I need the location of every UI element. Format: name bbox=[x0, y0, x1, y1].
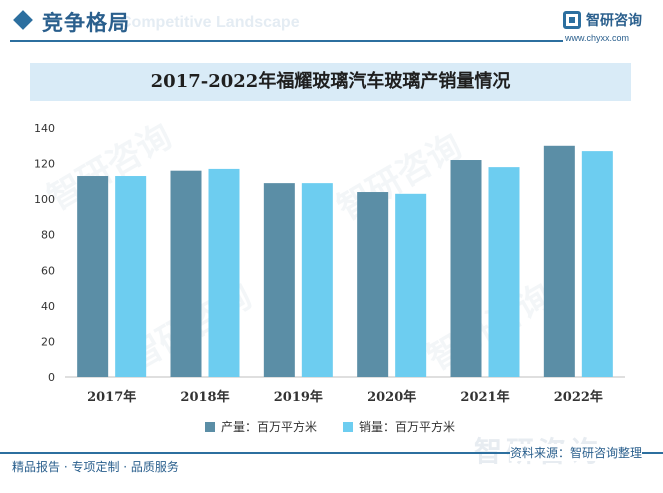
page-title: 竞争格局 bbox=[42, 11, 130, 35]
legend-item-sales: 销量：百万平方米 bbox=[343, 418, 455, 435]
diamond-icon bbox=[13, 10, 33, 30]
footer-tagline: 精品报告 · 专项定制 · 品质服务 bbox=[12, 460, 179, 474]
bar-production bbox=[450, 160, 482, 377]
bar-sales bbox=[581, 151, 613, 377]
bar-production bbox=[263, 183, 295, 377]
x-tick-label: 2018年 bbox=[180, 389, 229, 405]
y-tick-label: 140 bbox=[34, 122, 55, 135]
bar-production bbox=[543, 145, 575, 377]
legend-swatch-production bbox=[205, 421, 215, 432]
bar-sales bbox=[395, 193, 427, 377]
y-tick-label: 40 bbox=[41, 300, 55, 313]
x-tick-label: 2017年 bbox=[87, 389, 136, 405]
bar-production bbox=[170, 170, 202, 377]
x-tick-label: 2019年 bbox=[274, 389, 323, 405]
footer-divider bbox=[0, 452, 663, 454]
y-tick-label: 100 bbox=[34, 193, 55, 206]
brand-url: www.chyxx.com bbox=[565, 33, 630, 43]
bar-sales bbox=[488, 167, 520, 377]
y-tick-label: 80 bbox=[41, 229, 55, 242]
y-tick-label: 20 bbox=[41, 335, 55, 348]
bar-sales bbox=[301, 183, 333, 377]
chart-title-band bbox=[30, 63, 631, 101]
x-tick-label: 2022年 bbox=[554, 389, 603, 405]
legend-swatch-sales bbox=[343, 421, 353, 432]
chart-title: 2017-2022年福耀玻璃汽车玻璃产销量情况 bbox=[150, 71, 511, 92]
x-tick-label: 2021年 bbox=[460, 389, 509, 405]
y-tick-label: 60 bbox=[41, 264, 55, 277]
legend-item-production: 产量：百万平方米 bbox=[205, 418, 317, 435]
chart-legend: 产量：百万平方米 销量：百万平方米 bbox=[0, 418, 663, 434]
bar-production bbox=[357, 192, 389, 377]
bar-sales bbox=[115, 176, 147, 377]
legend-label-production: 产量：百万平方米 bbox=[221, 420, 318, 434]
header-divider bbox=[10, 40, 563, 42]
bar-sales bbox=[208, 168, 240, 377]
source-note: 资料来源：智研咨询整理 bbox=[510, 444, 643, 461]
legend-label-sales: 销量：百万平方米 bbox=[359, 420, 456, 434]
x-tick-label: 2020年 bbox=[367, 389, 416, 405]
brand-logo-icon bbox=[563, 11, 581, 29]
y-tick-label: 0 bbox=[48, 371, 55, 384]
header: Competitive Landscape 竞争格局 智研咨询 www.chyx… bbox=[0, 0, 663, 48]
bar-production bbox=[77, 176, 109, 377]
y-tick-label: 120 bbox=[34, 158, 55, 171]
bar-chart: 0 20 40 60 80 100 120 140 2017年 2018年 2019年 2020年 20… bbox=[34, 122, 625, 405]
brand-name: 智研咨询 bbox=[586, 13, 642, 29]
header-subtitle: Competitive Landscape bbox=[120, 14, 300, 31]
